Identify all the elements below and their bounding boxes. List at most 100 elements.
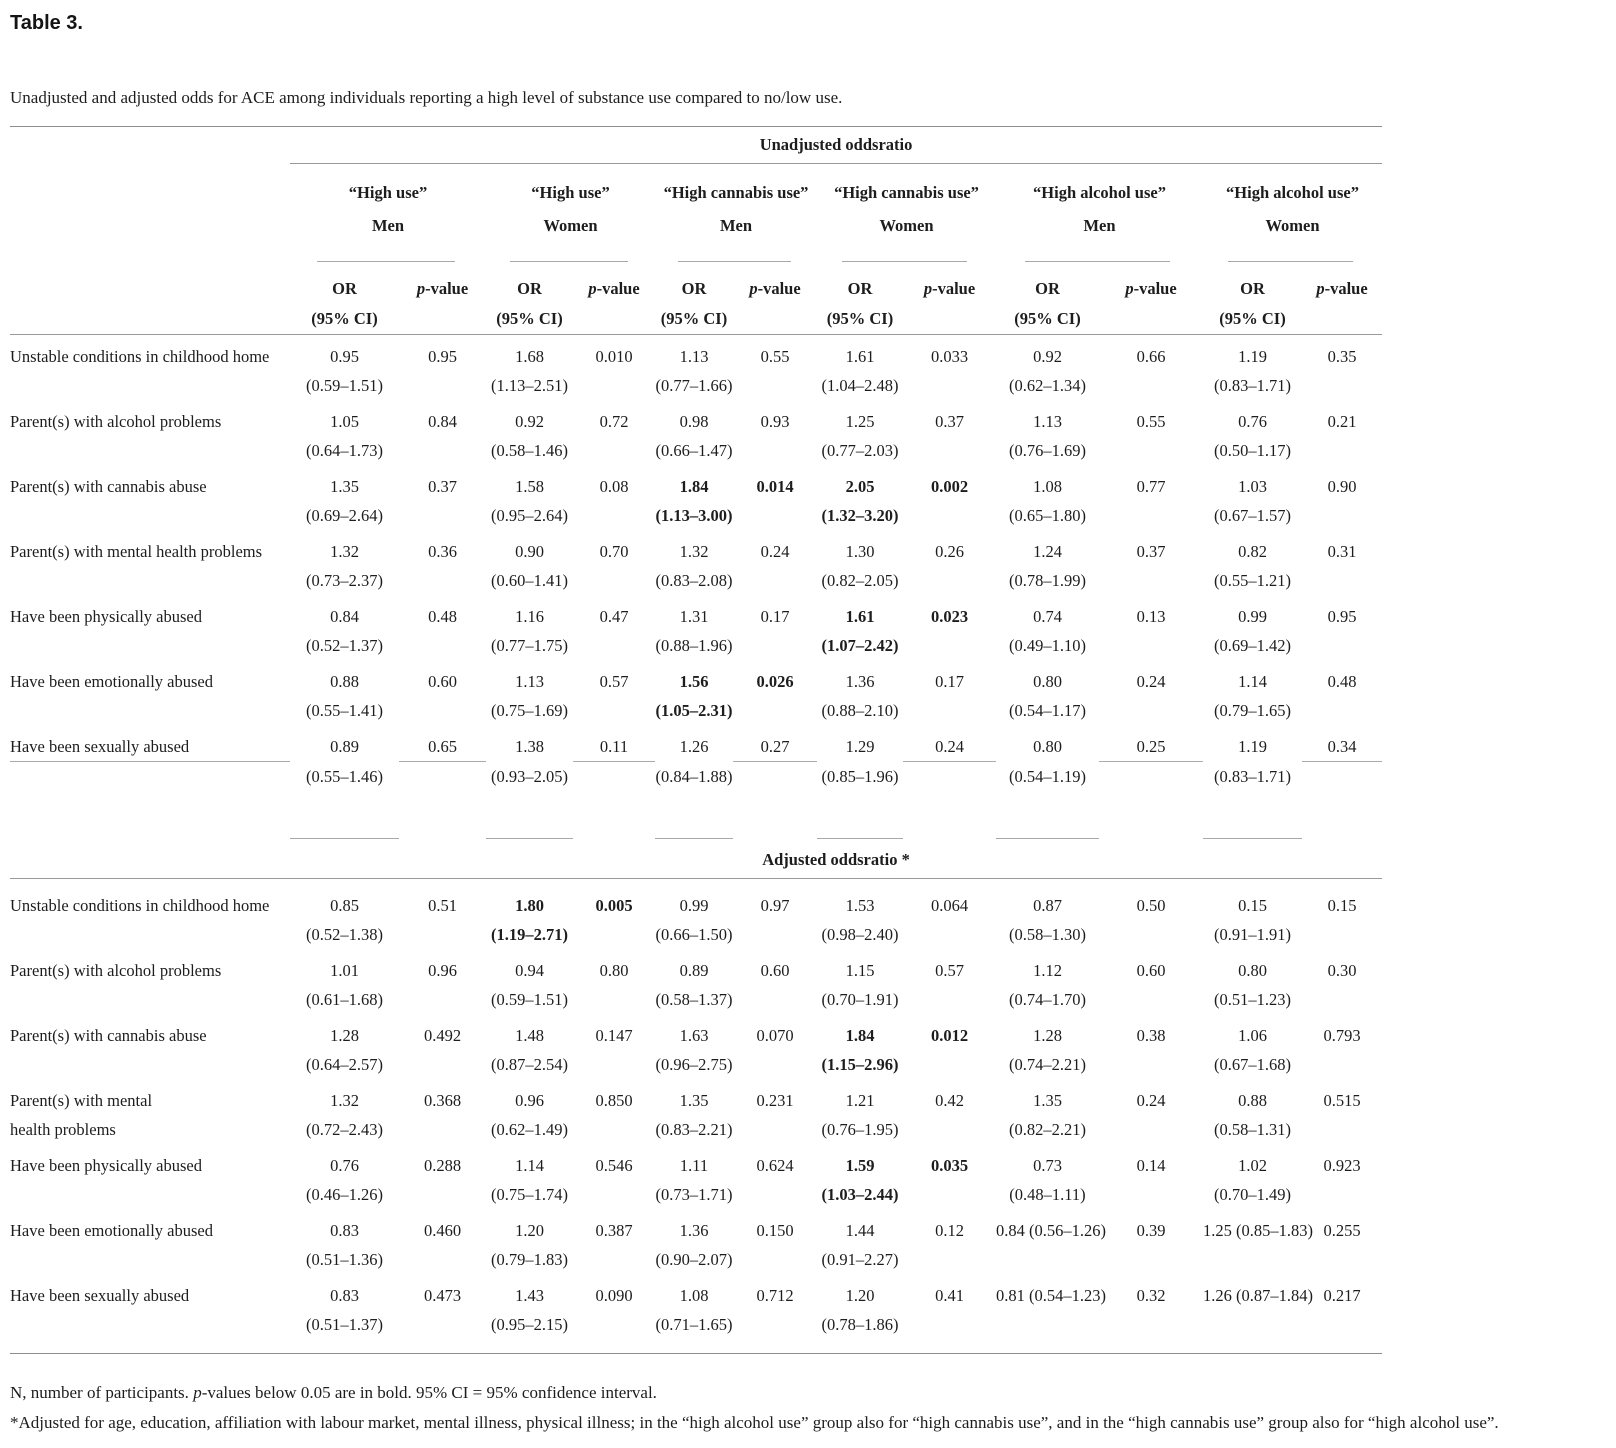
p-cell: 0.30	[1327, 960, 1357, 980]
or-cell: 1.63	[679, 1025, 709, 1045]
ci-cell: (0.91–2.27)	[821, 1249, 899, 1269]
p-cell: 0.96	[428, 960, 457, 980]
p-cell: 0.60	[1136, 960, 1166, 980]
ci-cell: (0.78–1.99)	[1009, 571, 1086, 590]
p-cell: 0.24	[1136, 672, 1166, 691]
ci-cell: (0.90–2.07)	[655, 1249, 733, 1269]
or-cell: 1.13	[515, 672, 544, 691]
or-cell: 1.26 (0.87–1.84)	[1203, 1285, 1313, 1305]
p-cell: 0.21	[1327, 412, 1357, 431]
p-cell: 0.55	[760, 347, 790, 366]
ci-cell: (0.62–1.34)	[1009, 376, 1086, 395]
or-cell: 1.25 (0.85–1.83)	[1203, 1220, 1313, 1240]
ci-cell: (0.60–1.41)	[491, 571, 568, 590]
or-cell: 0.73	[1033, 1155, 1062, 1175]
p-cell: 0.08	[599, 477, 629, 496]
p-cell: 0.65	[399, 725, 486, 762]
ci-cell: (0.74–1.70)	[1009, 989, 1086, 1009]
ci-cell: (0.95–2.15)	[491, 1314, 568, 1334]
or-cell: 1.19	[1238, 347, 1267, 366]
ci-cell: (0.54–1.17)	[1009, 701, 1086, 720]
table-row-ci: (0.69–2.64) (0.95–2.64) (1.13–3.00) (1.32–3…	[10, 501, 1382, 530]
table-row-ci: (0.64–2.57) (0.87–2.54) (0.96–2.75) (1.15–2…	[10, 1050, 1382, 1079]
p-column-header: p-value	[903, 262, 996, 335]
p-cell: 0.850	[595, 1090, 633, 1110]
or-cell: 1.14	[515, 1155, 544, 1175]
table-row: Have been sexually abused 0.83 0.473 1.43 0.…	[10, 1274, 1382, 1310]
p-cell: 0.57	[599, 672, 629, 691]
group-gender: Women	[1265, 216, 1320, 235]
section-header-row: Adjusted oddsratio *	[10, 838, 1383, 879]
p-cell: 0.60	[428, 672, 457, 691]
or-cell: 0.89	[330, 737, 359, 756]
p-cell: 0.42	[935, 1090, 964, 1110]
or-cell: 1.06	[1238, 1025, 1267, 1045]
row-label: Parent(s) with cannabis abuse	[10, 477, 207, 496]
group-header-1: “High use” Men	[290, 164, 486, 263]
or-cell: 1.01	[330, 960, 359, 980]
row-label-line2	[10, 1050, 290, 1079]
or-cell: 1.43	[515, 1285, 544, 1305]
p-cell: 0.90	[1327, 477, 1357, 496]
ci-cell: (0.85–1.96)	[821, 766, 899, 786]
group-header-2: “High use” Women	[486, 164, 655, 263]
or-cell: 1.13	[679, 347, 709, 366]
row-label-line2	[10, 1180, 290, 1209]
or-column-header: OR (95% CI)	[486, 262, 573, 335]
ci-cell: (0.71–1.65)	[655, 1314, 733, 1334]
footnote-1: N, number of participants. p-values belo…	[10, 1382, 657, 1402]
ci-cell: (0.49–1.10)	[1009, 636, 1086, 655]
ci-cell: (0.55–1.21)	[1214, 571, 1291, 590]
page-title: Table 3.	[10, 12, 83, 34]
p-cell: 0.48	[1327, 672, 1357, 691]
ci-cell: (0.73–2.37)	[306, 571, 383, 590]
row-label-line2	[10, 566, 290, 595]
p-cell: 0.217	[1323, 1285, 1361, 1305]
p-cell: 0.473	[423, 1285, 462, 1305]
ci-cell: (0.58–1.30)	[1009, 924, 1086, 944]
table-row-ci: (0.64–1.73) (0.58–1.46) (0.66–1.47) (0.77–2…	[10, 436, 1382, 465]
or-cell: 0.80	[1033, 672, 1062, 691]
ci-cell: (1.15–2.96)	[821, 1054, 899, 1074]
ci-cell: (0.76–1.95)	[821, 1119, 899, 1139]
or-cell: 1.12	[1033, 960, 1062, 980]
p-cell: 0.60	[760, 960, 790, 980]
group-header-6: “High alcohol use” Women	[1203, 164, 1382, 263]
table-row-ci: (0.52–1.37) (0.77–1.75) (0.88–1.96) (1.07–2…	[10, 631, 1382, 660]
ci-cell: (0.69–2.64)	[306, 506, 383, 525]
p-cell: 0.492	[423, 1025, 462, 1045]
p-cell: 0.36	[428, 542, 457, 561]
table-row: Unstable conditions in childhood home 0.9…	[10, 335, 1382, 372]
p-cell: 0.84	[428, 412, 457, 431]
ci-cell: (0.84–1.88)	[655, 766, 733, 786]
ci-cell: (0.93–2.05)	[491, 766, 568, 786]
group-gender: Men	[719, 216, 753, 235]
p-cell: 0.93	[760, 412, 790, 431]
or-cell: 1.15	[845, 960, 875, 980]
or-cell: 1.29	[845, 737, 875, 756]
p-cell: 0.48	[428, 607, 457, 626]
ci-cell: (1.13–3.00)	[655, 506, 733, 525]
ci-cell: (0.70–1.49)	[1214, 1184, 1291, 1204]
ci-cell: (0.51–1.23)	[1214, 989, 1291, 1009]
p-cell: 0.624	[756, 1155, 794, 1175]
ci-cell: (0.64–1.73)	[306, 441, 383, 460]
ci-cell: (0.59–1.51)	[306, 376, 383, 395]
row-label: Unstable conditions in childhood home	[10, 347, 270, 366]
ci-cell: (0.95–2.64)	[491, 506, 568, 525]
ci-cell: (0.59–1.51)	[491, 989, 568, 1009]
p-cell: 0.80	[599, 960, 629, 980]
table-row-ci: (0.61–1.68) (0.59–1.51) (0.58–1.37) (0.70–1…	[10, 985, 1382, 1014]
or-cell: 1.21	[845, 1090, 875, 1110]
ci-cell: (0.75–1.69)	[491, 701, 568, 720]
row-label-line2	[10, 920, 290, 949]
section-divider-row	[10, 790, 1382, 839]
p-cell: 0.50	[1136, 895, 1166, 915]
odds-table: Unadjusted oddsratio “High use” Men “High u…	[10, 126, 1383, 1354]
subheader-row: OR (95% CI) p-value OR (95% CI) p-value OR (95%…	[10, 262, 1383, 335]
row-label: Have been emotionally abused	[10, 1220, 213, 1240]
p-cell: 0.31	[1327, 542, 1357, 561]
p-cell: 0.24	[1136, 1090, 1166, 1110]
row-label-line2	[10, 371, 290, 400]
p-cell: 0.064	[930, 895, 969, 915]
